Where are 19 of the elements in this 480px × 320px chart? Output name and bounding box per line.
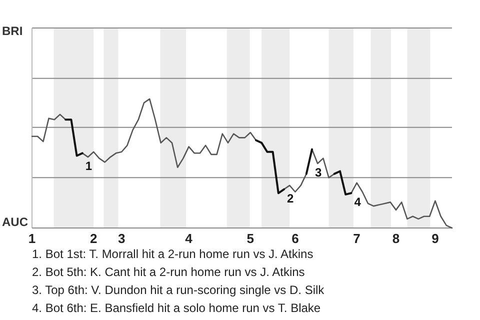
x-tick-label: 6	[292, 231, 299, 246]
text: AUC	[2, 215, 28, 229]
text: 2. Bot 5th: K. Cant hit a 2-run home run vs J. Atkins	[32, 265, 305, 279]
text: 4. Bot 6th: E. Bansfield hit a solo home run vs T. Blake	[32, 301, 321, 315]
x-tick-label: 7	[353, 231, 360, 246]
x-tick-label: 5	[246, 231, 254, 246]
x-tick-label: 9	[432, 231, 439, 246]
x-tick-label: 2	[90, 231, 98, 246]
series-label: 3	[315, 165, 322, 180]
series-label: 1	[85, 159, 92, 174]
text: 1. Bot 1st: T. Morrall hit a 2-run home run vs J. Atkins	[32, 247, 314, 261]
text: BRI	[2, 24, 23, 38]
x-tick-label: 3	[118, 231, 126, 246]
x-tick-label: 8	[392, 231, 400, 246]
series-label: 4	[354, 195, 362, 210]
series-label: 2	[287, 191, 294, 206]
x-tick-label: 4	[185, 231, 194, 246]
x-tick-label: 1	[28, 231, 36, 246]
text: 3. Top 6th: V. Dundon hit a run-scoring single vs D. Silk	[32, 283, 326, 297]
